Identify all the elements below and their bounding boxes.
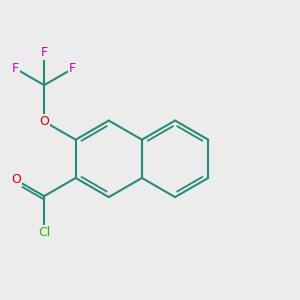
- Text: O: O: [11, 173, 21, 186]
- Text: F: F: [69, 62, 76, 75]
- Text: O: O: [39, 115, 49, 128]
- Text: F: F: [12, 62, 20, 75]
- Text: Cl: Cl: [38, 226, 50, 239]
- Text: F: F: [40, 46, 48, 59]
